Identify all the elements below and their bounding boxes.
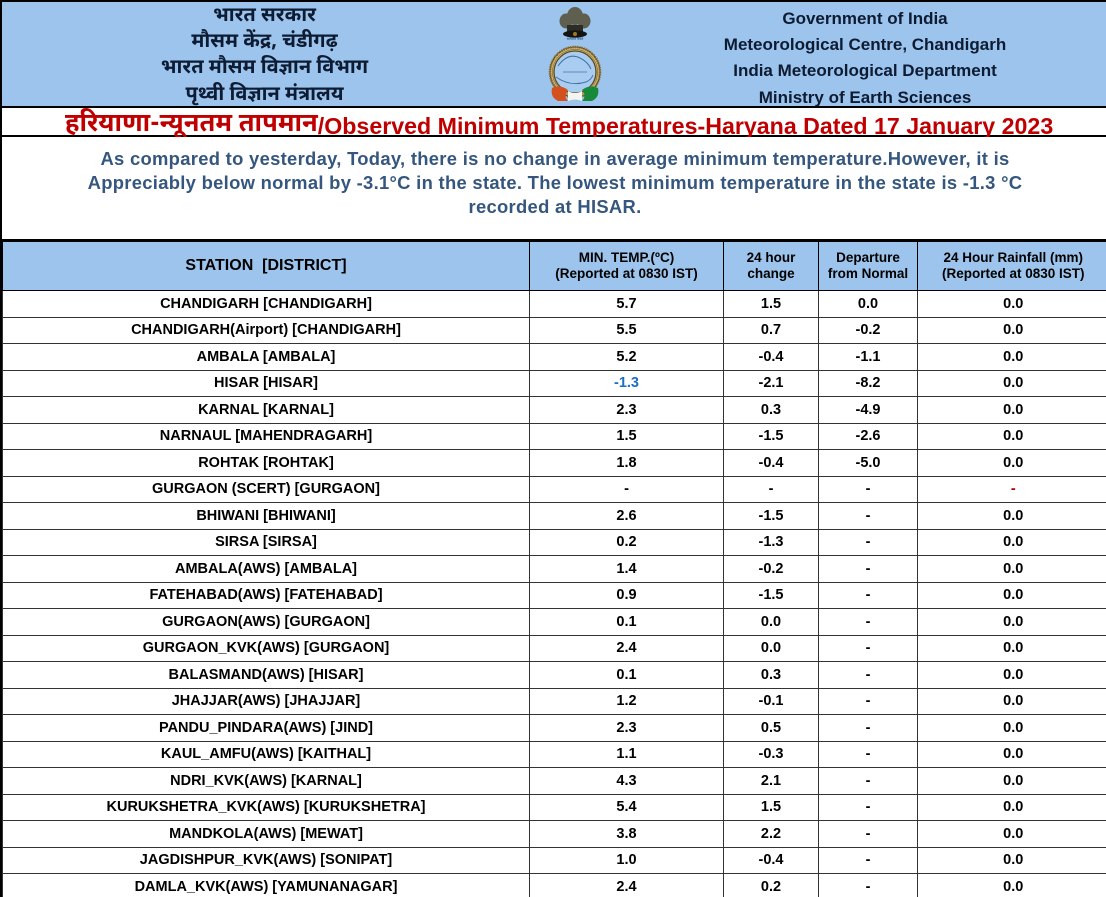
svg-text:सत्यमेव जयते: सत्यमेव जयते <box>567 36 584 41</box>
